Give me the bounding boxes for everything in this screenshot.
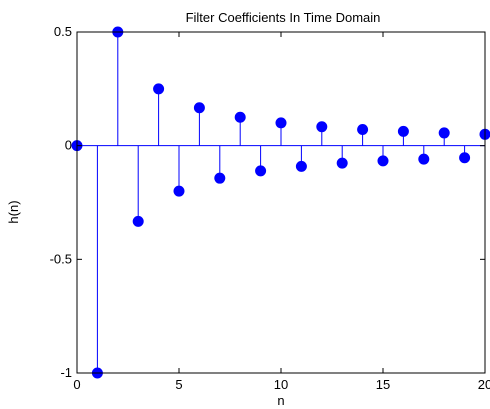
x-tick-label: 0 (73, 377, 80, 392)
stems-layer (71, 26, 490, 379)
ticks-layer: 0 5 10 15 20 -1 -0.5 0 0.5 (50, 24, 490, 392)
stem-marker (418, 153, 430, 165)
y-tick-label: -1 (60, 365, 72, 380)
stem-marker (316, 121, 328, 133)
x-axis-label: n (277, 393, 284, 408)
y-tick-label: 0.5 (54, 24, 72, 39)
stem-marker (438, 127, 450, 139)
stem-marker (173, 185, 185, 197)
stem-marker (295, 160, 307, 172)
stem-marker (234, 111, 246, 123)
plot-frame (76, 31, 486, 374)
stem-marker (397, 125, 409, 137)
stem-marker (214, 172, 226, 184)
stem-marker (357, 124, 369, 136)
stem-marker (255, 165, 267, 177)
stem-marker (275, 117, 287, 129)
y-axis-label: h(n) (6, 200, 21, 223)
y-tick-label: 0 (65, 138, 72, 153)
y-tick-label: -0.5 (50, 251, 72, 266)
chart-title: Filter Coefficients In Time Domain (186, 10, 381, 25)
x-tick-label: 15 (376, 377, 390, 392)
x-tick-label: 5 (175, 377, 182, 392)
stem-marker (153, 83, 165, 95)
stem-marker (459, 152, 471, 164)
y-axis-label-group: h(n) (6, 200, 21, 223)
stem-marker (336, 157, 348, 169)
stem-marker (193, 102, 205, 114)
stem-marker (377, 155, 389, 167)
x-tick-label: 10 (274, 377, 288, 392)
stem-marker (132, 215, 144, 227)
x-tick-label: 20 (478, 377, 490, 392)
